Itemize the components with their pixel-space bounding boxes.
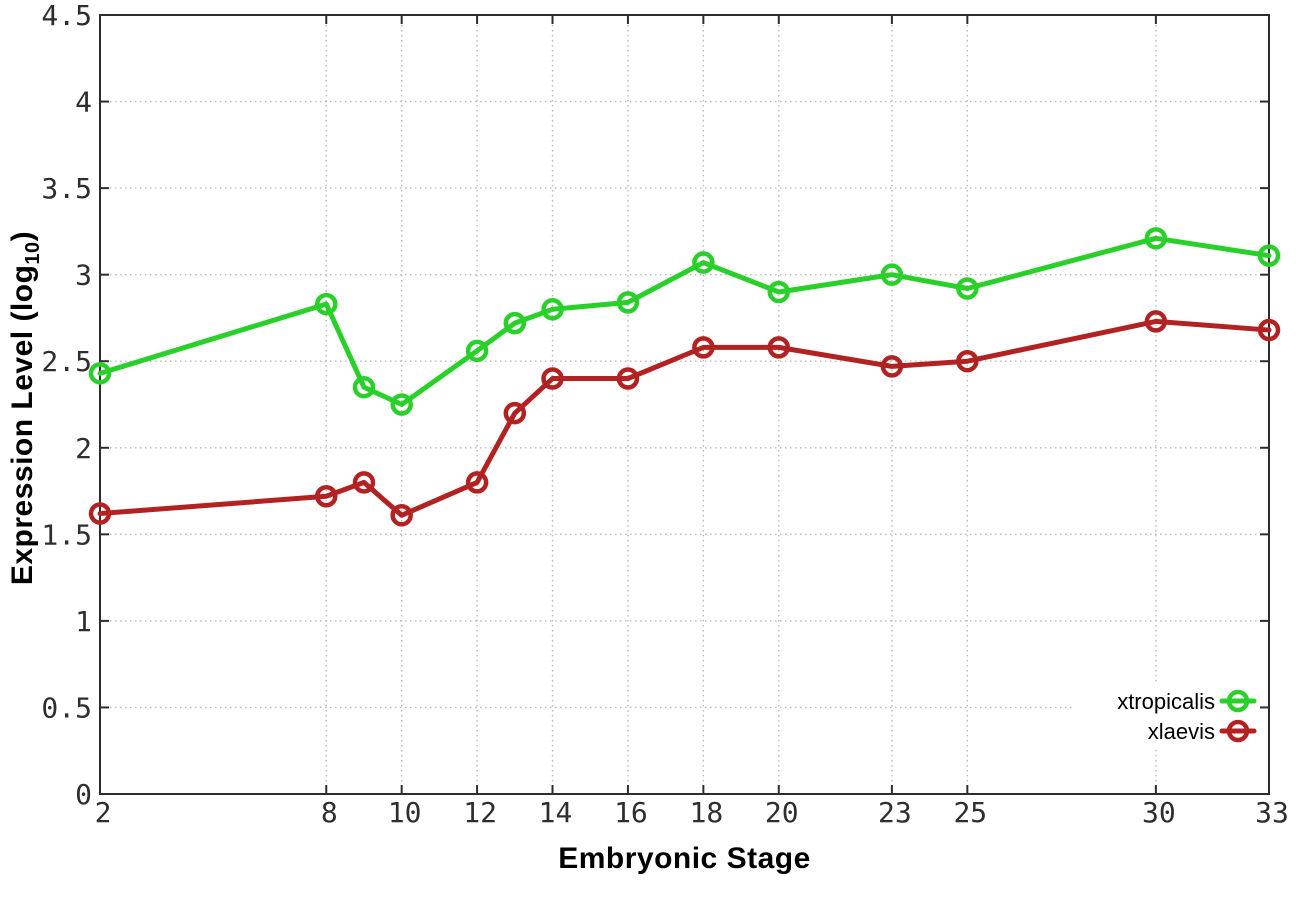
data-point-xtropicalis <box>880 263 904 286</box>
data-point-xtropicalis <box>88 362 112 385</box>
x-tick-label: 18 <box>689 796 723 829</box>
data-point-xtropicalis <box>352 375 376 399</box>
data-point-xtropicalis <box>767 280 791 304</box>
data-point-xlaevis <box>503 401 527 425</box>
data-point-xlaevis <box>1257 318 1281 342</box>
x-tick-label: 20 <box>765 796 799 829</box>
series-xlaevis <box>88 310 1281 527</box>
data-point-xtropicalis <box>692 251 715 274</box>
x-tick-label: 2 <box>95 796 112 829</box>
x-tick-label: 14 <box>539 796 573 829</box>
x-tick-label: 12 <box>463 796 497 829</box>
legend: xtropicalis xlaevis <box>1117 689 1257 744</box>
data-point-xlaevis <box>541 367 564 390</box>
data-point-xlaevis <box>352 471 376 494</box>
y-tick-label: 4 <box>75 86 92 119</box>
y-axis-title-close: ) <box>6 230 39 242</box>
data-point-xlaevis <box>767 336 791 359</box>
y-tick-label: 2.5 <box>41 345 92 378</box>
x-tick-label: 23 <box>878 796 912 829</box>
legend-sample-marker-xlaevis <box>1226 719 1250 743</box>
x-tick-label: 33 <box>1255 796 1289 829</box>
data-point-xtropicalis <box>315 292 338 316</box>
y-tick-label: 3 <box>75 259 92 292</box>
data-point-xlaevis <box>956 349 979 373</box>
y-axis-title-text: Expression Level (log <box>6 264 39 586</box>
y-axis-title: Expression Level (log10) <box>6 188 48 628</box>
y-tick-label: 3.5 <box>41 172 92 205</box>
x-tick-label: 10 <box>388 796 422 829</box>
x-axis-title: Embryonic Stage <box>558 842 811 875</box>
plot-border <box>99 14 1270 795</box>
y-axis-title-subscript: 10 <box>22 241 44 265</box>
data-point-xtropicalis <box>1257 244 1281 267</box>
data-point-xlaevis <box>88 502 112 525</box>
data-point-xtropicalis <box>503 311 527 335</box>
y-tick-label: 4.5 <box>41 0 92 32</box>
data-point-xlaevis <box>315 484 338 508</box>
x-tick-label: 30 <box>1142 796 1176 829</box>
data-point-xtropicalis <box>1144 227 1168 250</box>
data-point-xlaevis <box>880 355 904 378</box>
series-line-xlaevis <box>97 318 1272 518</box>
data-point-xlaevis <box>692 336 715 359</box>
legend-sample-marker-xtropicalis <box>1226 689 1250 713</box>
series-line-xtropicalis <box>97 235 1272 407</box>
data-point-xtropicalis <box>465 339 489 363</box>
x-tick-label: 16 <box>614 796 648 829</box>
data-point-xtropicalis <box>390 393 413 416</box>
y-tick-label: 2 <box>75 432 92 465</box>
series-xtropicalis <box>88 227 1281 416</box>
x-tick-label: 8 <box>321 796 338 829</box>
data-point-xlaevis <box>1144 310 1168 333</box>
y-tick-label: 1 <box>75 605 92 638</box>
y-tick-label: 0.5 <box>41 691 92 724</box>
data-point-xlaevis <box>390 504 413 527</box>
legend-label-xtropicalis: xtropicalis <box>1117 689 1215 714</box>
data-point-xtropicalis <box>956 277 979 300</box>
data-point-xtropicalis <box>541 298 564 321</box>
data-point-xlaevis <box>465 471 489 494</box>
data-point-xlaevis <box>616 367 640 390</box>
data-point-xtropicalis <box>616 291 640 314</box>
y-tick-label: 1.5 <box>41 518 92 551</box>
x-tick-label: 25 <box>953 796 987 829</box>
y-tick-label: 0 <box>75 778 92 811</box>
legend-label-xlaevis: xlaevis <box>1148 719 1215 744</box>
